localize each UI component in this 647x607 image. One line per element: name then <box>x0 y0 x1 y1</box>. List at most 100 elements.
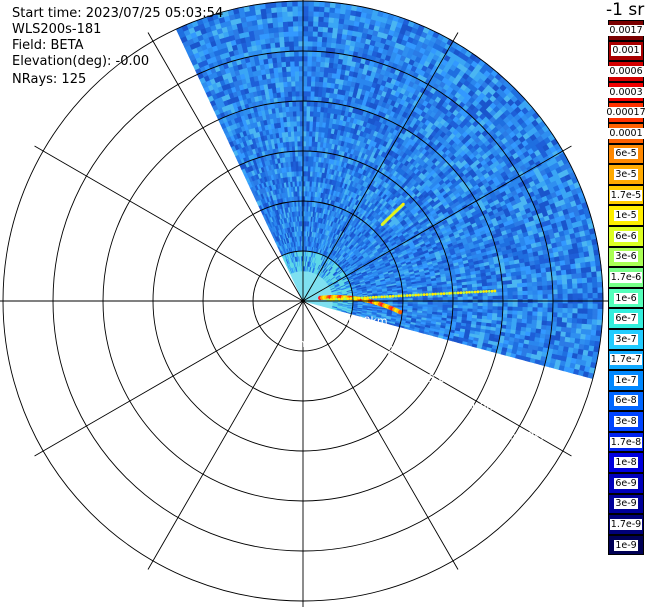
beta-cell <box>507 287 514 292</box>
beta-cell <box>452 304 459 309</box>
beta-cell <box>512 309 519 315</box>
beta-cell <box>487 291 494 297</box>
beta-cell <box>502 305 509 311</box>
beta-cell <box>546 315 553 322</box>
beta-cell <box>567 283 574 289</box>
beta-cell <box>542 284 549 291</box>
beta-cell <box>432 301 439 305</box>
beta-cell <box>527 306 534 312</box>
beta-cell <box>591 270 598 278</box>
beta-cell <box>580 266 587 274</box>
beta-cell <box>532 293 539 299</box>
beta-cell <box>561 321 568 328</box>
beta-cell <box>555 325 563 332</box>
beta-cell <box>587 313 594 320</box>
beta-cell <box>572 292 579 299</box>
beta-cell <box>492 295 499 300</box>
beta-cell <box>507 313 513 319</box>
beta-cell <box>557 311 564 318</box>
beta-cell <box>542 293 549 299</box>
beta-cell <box>477 292 484 297</box>
beta-cell <box>597 313 604 320</box>
beta-cell <box>557 307 564 313</box>
beta-cell <box>517 286 524 292</box>
beta-cell <box>577 302 584 309</box>
beta-cell <box>482 295 489 300</box>
beta-cell <box>526 318 533 324</box>
beta-cell <box>557 293 564 299</box>
beta-cell <box>581 277 588 284</box>
beta-cell <box>571 272 578 279</box>
beta-cell <box>546 320 553 326</box>
beta-cell <box>552 307 559 313</box>
beta-cell <box>562 312 569 318</box>
beta-cell <box>492 312 498 317</box>
beta-cell <box>532 310 539 316</box>
beta-cell <box>592 302 599 309</box>
beta-cell <box>532 306 539 312</box>
beta-cell <box>592 292 599 299</box>
beta-cell <box>507 294 514 300</box>
beta-cell <box>492 309 499 314</box>
beta-cell <box>482 308 489 313</box>
beta-cell <box>577 292 584 299</box>
beta-cell <box>542 311 549 317</box>
beta-cell <box>536 323 543 330</box>
beta-cell <box>541 280 548 286</box>
beta-cell <box>566 321 573 328</box>
beta-cell <box>562 302 569 309</box>
beta-cell <box>567 292 574 299</box>
beta-cell <box>542 306 549 313</box>
beta-cell <box>555 330 562 337</box>
beta-cell <box>567 307 574 314</box>
beta-cell <box>537 293 544 299</box>
beta-cell <box>492 302 499 307</box>
beta-cell <box>576 322 583 329</box>
beta-cell <box>551 316 558 322</box>
beta-cell <box>537 302 544 308</box>
beta-cell <box>487 312 493 317</box>
beta-cell <box>551 279 558 286</box>
beta-cell <box>487 302 494 307</box>
beta-cell <box>596 319 603 326</box>
beta-cell <box>572 287 579 294</box>
beta-cell <box>597 286 604 293</box>
beta-cell <box>586 318 593 325</box>
beta-cell <box>560 330 567 337</box>
beta-cell <box>552 302 559 308</box>
beta-cell <box>536 319 543 325</box>
beta-cell <box>561 273 568 280</box>
beta-cell <box>457 296 464 300</box>
beta-cell <box>507 309 514 315</box>
beta-cell <box>522 310 529 316</box>
beta-cell <box>522 286 529 292</box>
beta-cell <box>512 294 519 300</box>
beta-cell <box>582 287 589 294</box>
beta-cell <box>522 294 529 299</box>
beta-cell <box>541 275 548 282</box>
beta-cell <box>467 295 474 300</box>
beta-cell <box>502 313 508 318</box>
beta-cell <box>452 296 459 300</box>
beta-cell <box>586 271 593 278</box>
beta-cell <box>575 267 582 274</box>
beta-cell <box>507 305 514 311</box>
beta-cell <box>447 304 454 308</box>
beta-cell <box>581 271 588 279</box>
beta-cell <box>590 265 597 273</box>
beta-cell <box>536 315 543 321</box>
beta-cell <box>582 302 589 309</box>
beta-cell <box>442 301 449 306</box>
beta-cell <box>487 295 494 300</box>
beta-cell <box>512 306 519 311</box>
beta-cell <box>566 273 573 280</box>
beta-cell <box>502 309 509 315</box>
beta-cell <box>577 307 584 314</box>
beta-cell <box>587 302 594 309</box>
beta-cell <box>566 317 573 323</box>
beta-cell <box>592 313 599 320</box>
beta-cell <box>502 287 509 292</box>
beta-cell <box>581 318 588 325</box>
beta-cell <box>507 302 514 307</box>
beta-cell <box>590 329 597 336</box>
